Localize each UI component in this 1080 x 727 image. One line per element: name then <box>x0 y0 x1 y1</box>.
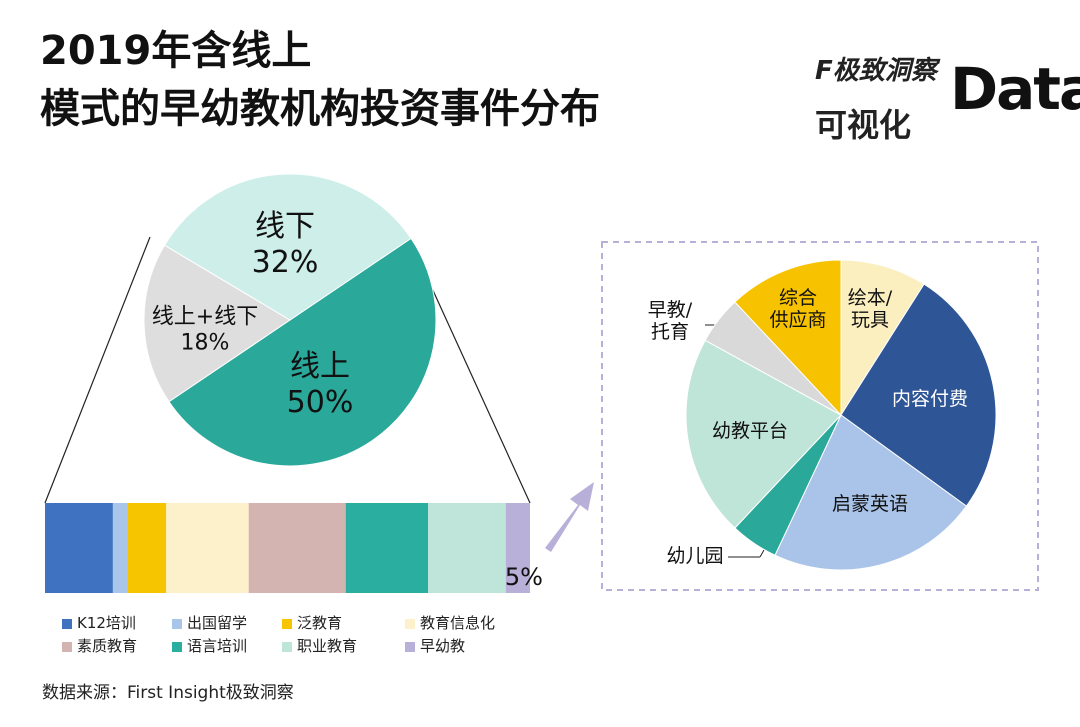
legend-swatch <box>172 618 182 629</box>
slice-label: 线下 <box>255 208 315 244</box>
slice-label: 幼教平台 <box>711 420 789 443</box>
slice-value-label: 18% <box>180 330 230 356</box>
legend-label: 早幼教 <box>420 637 466 655</box>
slice-label: 线上 <box>290 348 350 384</box>
bar-segment <box>166 503 249 593</box>
pie-slice <box>163 173 412 321</box>
slice-value-label: 50% <box>286 384 354 420</box>
slice-value-label: 32% <box>251 244 319 280</box>
slice-label: 绘本/ 玩具 <box>847 287 893 331</box>
legend-entry: 语言培训 <box>172 635 247 656</box>
bar-segment <box>127 503 167 593</box>
pie-slice <box>685 339 842 529</box>
legend-swatch <box>62 641 72 652</box>
bar-value-label: 5% <box>504 563 543 592</box>
title: 2019年含线上 模式的早幼教机构投资事件分布 <box>40 28 600 132</box>
legend-entry: 素质教育 <box>62 635 137 656</box>
brand-name: F极致洞察 <box>815 56 937 86</box>
legend-swatch <box>405 641 415 652</box>
slice-label: 幼儿园 <box>666 545 724 568</box>
bar-segment <box>248 503 346 593</box>
legend-label: 职业教育 <box>297 637 358 655</box>
legend-entry: K12培训 <box>62 612 136 633</box>
source: 数据来源：First Insight极致洞察 <box>42 683 294 703</box>
legend-label: 泛教育 <box>297 614 343 632</box>
slice-label: 综合 供应商 <box>769 287 827 331</box>
slice-label: 启蒙英语 <box>831 493 909 516</box>
legend-label: 素质教育 <box>77 637 138 655</box>
legend-label: 出国留学 <box>187 614 248 632</box>
bar-segment <box>428 503 506 593</box>
bar-segment <box>345 503 429 593</box>
legend-entry: 教育信息化 <box>405 612 495 633</box>
bar-segment <box>45 503 113 593</box>
pie-slice <box>734 259 842 417</box>
slice-label: 内容付费 <box>891 388 969 411</box>
legend-entry: 早幼教 <box>405 635 465 656</box>
legend-swatch <box>172 641 182 652</box>
bar-segment <box>112 503 128 593</box>
slice-label: 线上+线下 <box>151 304 259 330</box>
legend-swatch <box>282 641 292 652</box>
legend-entry: 出国留学 <box>172 612 247 633</box>
legend-label: 教育信息化 <box>420 614 496 632</box>
legend-swatch <box>62 618 72 629</box>
legend-swatch <box>282 618 292 629</box>
arrow <box>545 482 594 552</box>
legend-label: 语言培训 <box>187 637 248 655</box>
brand-mark: Data <box>950 55 1080 123</box>
legend-entry: 职业教育 <box>282 635 357 656</box>
bar-segment <box>505 503 530 593</box>
legend-label: K12培训 <box>77 614 136 632</box>
pie-slice <box>840 283 997 507</box>
legend-swatch <box>405 618 415 629</box>
connector-line <box>44 236 151 504</box>
slice-label: 早教/ 托育 <box>647 299 693 343</box>
pie-slice <box>840 259 925 417</box>
detail-box <box>601 241 1039 591</box>
brand-tagline: 可视化 <box>815 106 912 144</box>
legend-entry: 泛教育 <box>282 612 342 633</box>
pie-slice <box>168 237 437 467</box>
pie-slice <box>143 244 291 403</box>
